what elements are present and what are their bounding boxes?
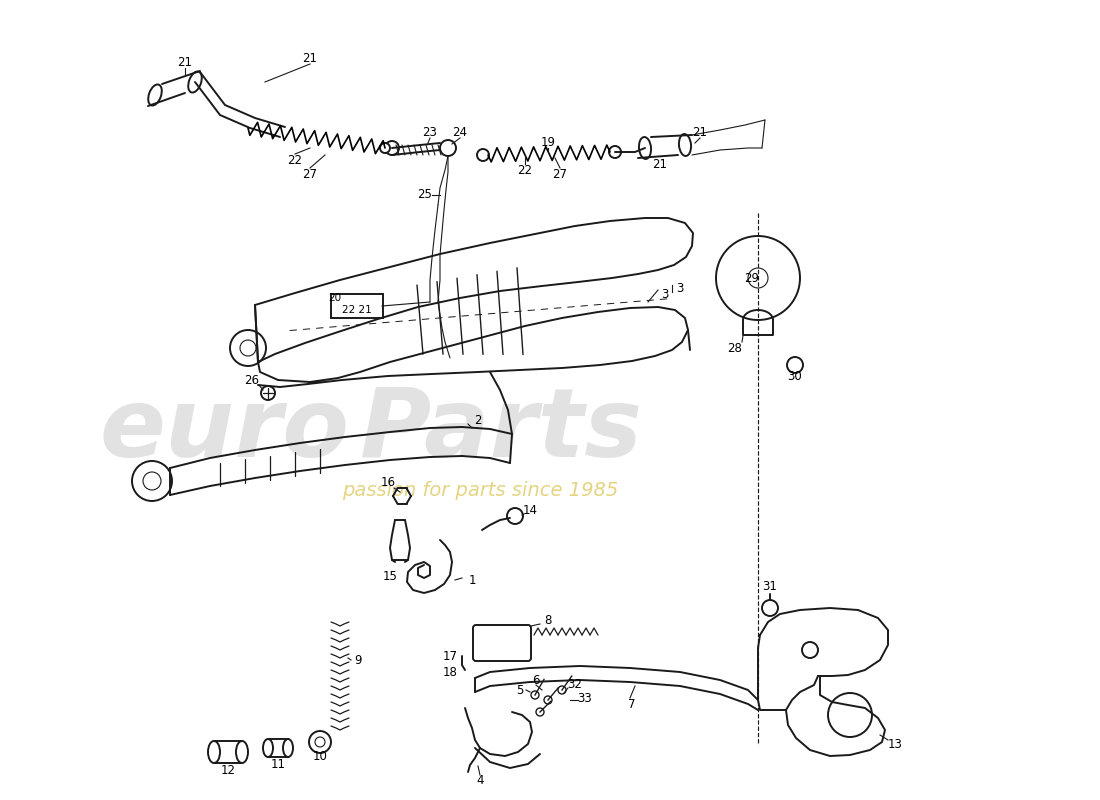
Text: 16: 16 [381, 475, 396, 489]
Text: 11: 11 [271, 758, 286, 770]
Text: 4: 4 [476, 774, 484, 786]
Circle shape [609, 146, 622, 158]
Circle shape [558, 686, 566, 694]
Circle shape [828, 693, 872, 737]
Text: 33: 33 [578, 691, 593, 705]
Text: 10: 10 [312, 750, 328, 762]
Text: 24: 24 [452, 126, 468, 139]
Text: 22: 22 [517, 163, 532, 177]
Text: 31: 31 [762, 579, 778, 593]
Text: 18: 18 [442, 666, 458, 678]
Text: 28: 28 [727, 342, 742, 354]
Circle shape [531, 691, 539, 699]
Text: 30: 30 [788, 370, 802, 383]
Text: 17: 17 [442, 650, 458, 662]
Circle shape [786, 357, 803, 373]
Ellipse shape [679, 134, 691, 156]
Text: 26: 26 [244, 374, 260, 386]
Text: passion for parts since 1985: passion for parts since 1985 [342, 481, 618, 499]
Text: 14: 14 [522, 503, 538, 517]
Circle shape [802, 642, 818, 658]
Text: 1: 1 [469, 574, 475, 586]
Text: 8: 8 [544, 614, 552, 626]
Text: 27: 27 [552, 169, 568, 182]
Circle shape [477, 149, 490, 161]
Text: 22: 22 [287, 154, 303, 166]
Text: 27: 27 [302, 169, 318, 182]
Circle shape [440, 140, 456, 156]
Text: 23: 23 [422, 126, 438, 139]
Ellipse shape [263, 739, 273, 757]
Circle shape [762, 600, 778, 616]
Text: 25: 25 [418, 189, 432, 202]
Circle shape [385, 141, 399, 155]
Text: 9: 9 [354, 654, 362, 666]
Circle shape [230, 330, 266, 366]
Text: 19: 19 [540, 137, 556, 150]
Circle shape [536, 708, 544, 716]
Ellipse shape [236, 741, 248, 763]
Text: 32: 32 [568, 678, 582, 691]
Text: Parts: Parts [360, 383, 644, 477]
Circle shape [379, 143, 390, 153]
Text: 20: 20 [329, 293, 342, 303]
Ellipse shape [188, 71, 201, 93]
Circle shape [132, 461, 172, 501]
Text: 22 21: 22 21 [342, 305, 372, 315]
Circle shape [507, 508, 522, 524]
Text: euro: euro [100, 383, 350, 477]
Circle shape [261, 386, 275, 400]
Ellipse shape [283, 739, 293, 757]
Ellipse shape [148, 85, 162, 106]
Text: 3: 3 [676, 282, 684, 294]
Text: 7: 7 [628, 698, 636, 710]
Text: 13: 13 [888, 738, 902, 751]
Text: 15: 15 [383, 570, 397, 582]
Text: 2: 2 [474, 414, 482, 426]
Text: 21: 21 [177, 55, 192, 69]
Circle shape [716, 236, 800, 320]
Text: 21: 21 [693, 126, 707, 139]
Ellipse shape [639, 137, 651, 159]
Text: 21: 21 [652, 158, 668, 171]
Text: 29: 29 [745, 271, 759, 285]
Text: 5: 5 [516, 683, 524, 697]
Text: 21: 21 [302, 51, 318, 65]
Circle shape [309, 731, 331, 753]
Circle shape [544, 696, 552, 704]
Text: 6: 6 [532, 674, 540, 686]
Text: 12: 12 [220, 763, 235, 777]
FancyBboxPatch shape [473, 625, 531, 661]
Ellipse shape [208, 741, 220, 763]
Text: 3: 3 [661, 289, 669, 302]
